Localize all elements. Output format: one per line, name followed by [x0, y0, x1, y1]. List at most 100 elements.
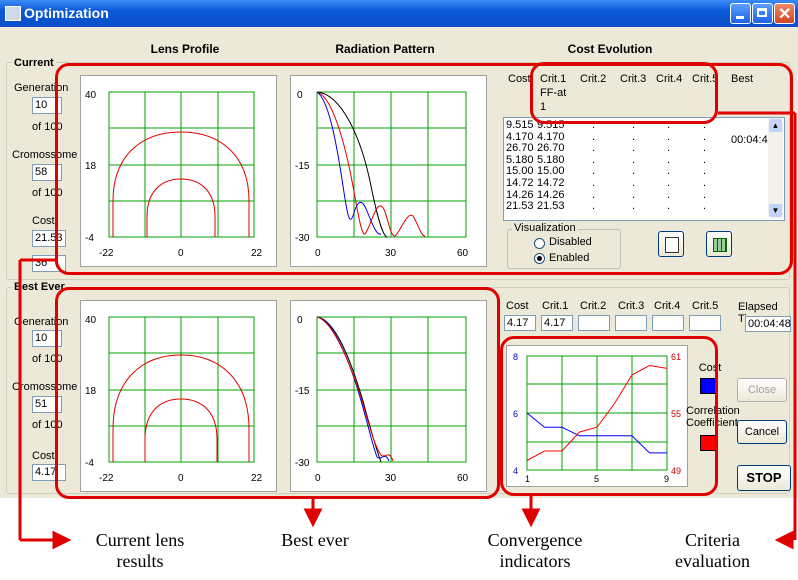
best-crit3-value-field[interactable]: [615, 315, 647, 331]
best-lens-y-mid: 18: [85, 386, 97, 397]
cost-row-4-cell-1: 15.00: [537, 165, 565, 178]
current-section-title: Current: [12, 57, 56, 69]
grid: [108, 91, 255, 238]
close-icon: ✕: [778, 6, 792, 23]
col-crit1-sub2: 1: [540, 101, 547, 113]
list-scrollbar[interactable]: ▲ ▼: [768, 118, 783, 218]
annotation-criteria-label: Criteria evaluation: [650, 530, 775, 572]
cost-row-1-cell-2: .: [592, 130, 596, 143]
minimize-button[interactable]: [730, 3, 751, 24]
current-group: [6, 62, 790, 280]
rad-y-top: 0: [297, 90, 303, 101]
best-crit1-value-field[interactable]: 4.17: [541, 315, 573, 331]
best-crit2-value-field[interactable]: [578, 315, 610, 331]
cost-row-2-cell-2: .: [592, 142, 596, 155]
current-cromossome-field[interactable]: 58: [32, 164, 62, 181]
scroll-up-icon[interactable]: ▲: [769, 119, 782, 132]
conv-x-right: 9: [664, 474, 669, 484]
elapsed-time-field[interactable]: 00:04:48: [745, 316, 791, 332]
cost-row-1-cell-5: .: [703, 130, 707, 143]
visualization-legend: Visualization: [512, 222, 578, 234]
close-button[interactable]: Close: [737, 378, 787, 402]
cost-row-2-cell-0: 26.70: [506, 142, 534, 155]
conv-right-top: 61: [671, 352, 681, 362]
stop-button[interactable]: STOP: [737, 465, 791, 491]
current-generation-of: of 100: [32, 121, 63, 133]
scroll-down-icon[interactable]: ▼: [769, 204, 782, 217]
window-title: Optimization: [24, 5, 109, 21]
lens-inner-curve: [146, 178, 216, 237]
cost-row-0-cell-5: .: [703, 119, 707, 131]
cost-row-6-cell-1: 14.26: [537, 188, 565, 201]
rad-x-mid: 30: [385, 248, 397, 259]
current-cromossome-label: Cromossome: [12, 149, 78, 161]
best-rad-x-left: 0: [315, 473, 321, 484]
cost-row-1-cell-3: .: [632, 130, 636, 143]
title-bar[interactable]: Optimization ✕: [0, 0, 798, 27]
rad-y-bot: -30: [295, 233, 310, 244]
lens-x-mid: 0: [178, 248, 184, 259]
cost-row-2-cell-5: .: [703, 142, 707, 155]
convergence-svg: 8 6 4 61 55 49 1 5 9: [513, 352, 681, 484]
best-cromossome-label: Cromossome: [12, 381, 78, 393]
cost-row-7-cell-3: .: [632, 200, 636, 213]
current-generation-field[interactable]: 10: [32, 97, 62, 114]
best-crit4-value-field[interactable]: [652, 315, 684, 331]
annotation-criteria-line1: Criteria: [685, 530, 740, 550]
col-crit2: Crit.2: [580, 73, 607, 85]
lens-x-left: -22: [99, 248, 114, 259]
maximize-icon: [757, 8, 767, 17]
annotation-current-label: Current lens results: [70, 530, 210, 572]
cost-row-6-cell-3: .: [632, 188, 636, 201]
annotation-box-convergence: [500, 336, 718, 496]
lens-y-bot: -4: [85, 233, 94, 244]
best-col-crit2: Crit.2: [580, 300, 607, 312]
conv-right-mid: 55: [671, 409, 681, 419]
list-view-button[interactable]: [658, 231, 684, 257]
cost-row-2-cell-1: 26.70: [537, 142, 565, 155]
col-crit1: Crit.1: [540, 73, 567, 85]
radio-enabled-icon[interactable]: [534, 253, 545, 264]
best-cromossome-field[interactable]: 51: [32, 396, 62, 413]
annotation-box-criteria: [530, 62, 718, 124]
best-lens-y-bot: -4: [85, 458, 94, 469]
radio-disabled-label[interactable]: Disabled: [549, 236, 592, 248]
cost-row-6-cell-2: .: [592, 188, 596, 201]
cost-row-1-cell-4: .: [667, 130, 671, 143]
cost-row-3-cell-3: .: [632, 153, 636, 166]
cost-evolution-list[interactable]: 9.515 9.515.... 4.170 4.170.... 26.70 26.70..…: [503, 117, 785, 221]
best-lens-x-left: -22: [99, 473, 114, 484]
cost-row-5-cell-1: 14.72: [537, 177, 565, 189]
radio-enabled-label[interactable]: Enabled: [549, 252, 590, 264]
cost-row-3-cell-1: 5.180: [537, 153, 565, 166]
grid-view-icon: [713, 238, 727, 252]
cancel-button[interactable]: Cancel: [737, 420, 787, 444]
conv-left-mid: 6: [513, 409, 518, 419]
cost-row-4-cell-0: 15.00: [506, 165, 534, 178]
annotation-convergence-label: Convergence indicators: [460, 530, 610, 572]
maximize-button[interactable]: [752, 3, 773, 24]
best-section-title: Best Ever: [12, 281, 67, 293]
legend-corr-label-2: Coefficient: [686, 417, 738, 429]
cost-row-3-cell-0: 5.180: [506, 153, 534, 166]
best-cromossome-of: of 100: [32, 419, 63, 431]
best-generation-field[interactable]: 10: [32, 330, 62, 347]
best-cost-value-field[interactable]: 4.17: [504, 315, 536, 331]
conv-left-bot: 4: [513, 466, 518, 476]
cost-row-7-cell-5: .: [703, 200, 707, 213]
best-crit5-value-field[interactable]: [689, 315, 721, 331]
best-col-cost: Cost: [506, 300, 529, 312]
best-rad-x-mid: 30: [385, 473, 397, 484]
conv-right-bot: 49: [671, 466, 681, 476]
current-cromossome-of: of 100: [32, 187, 63, 199]
radio-disabled-icon[interactable]: [534, 238, 545, 249]
grid-view-button[interactable]: [706, 231, 732, 257]
app-icon: [5, 6, 21, 21]
best-arrow-head: [303, 508, 323, 528]
current-radiation-pattern-plot: 0 -15 -30 0 30 60: [290, 75, 487, 267]
convergence-chart: 8 6 4 61 55 49 1 5 9: [506, 345, 688, 487]
best-rad-y-mid: -15: [295, 386, 310, 397]
close-window-button[interactable]: ✕: [774, 3, 795, 24]
cost-row-4-cell-3: .: [632, 165, 636, 178]
cost-row-0-cell-0: 9.515: [506, 119, 534, 131]
